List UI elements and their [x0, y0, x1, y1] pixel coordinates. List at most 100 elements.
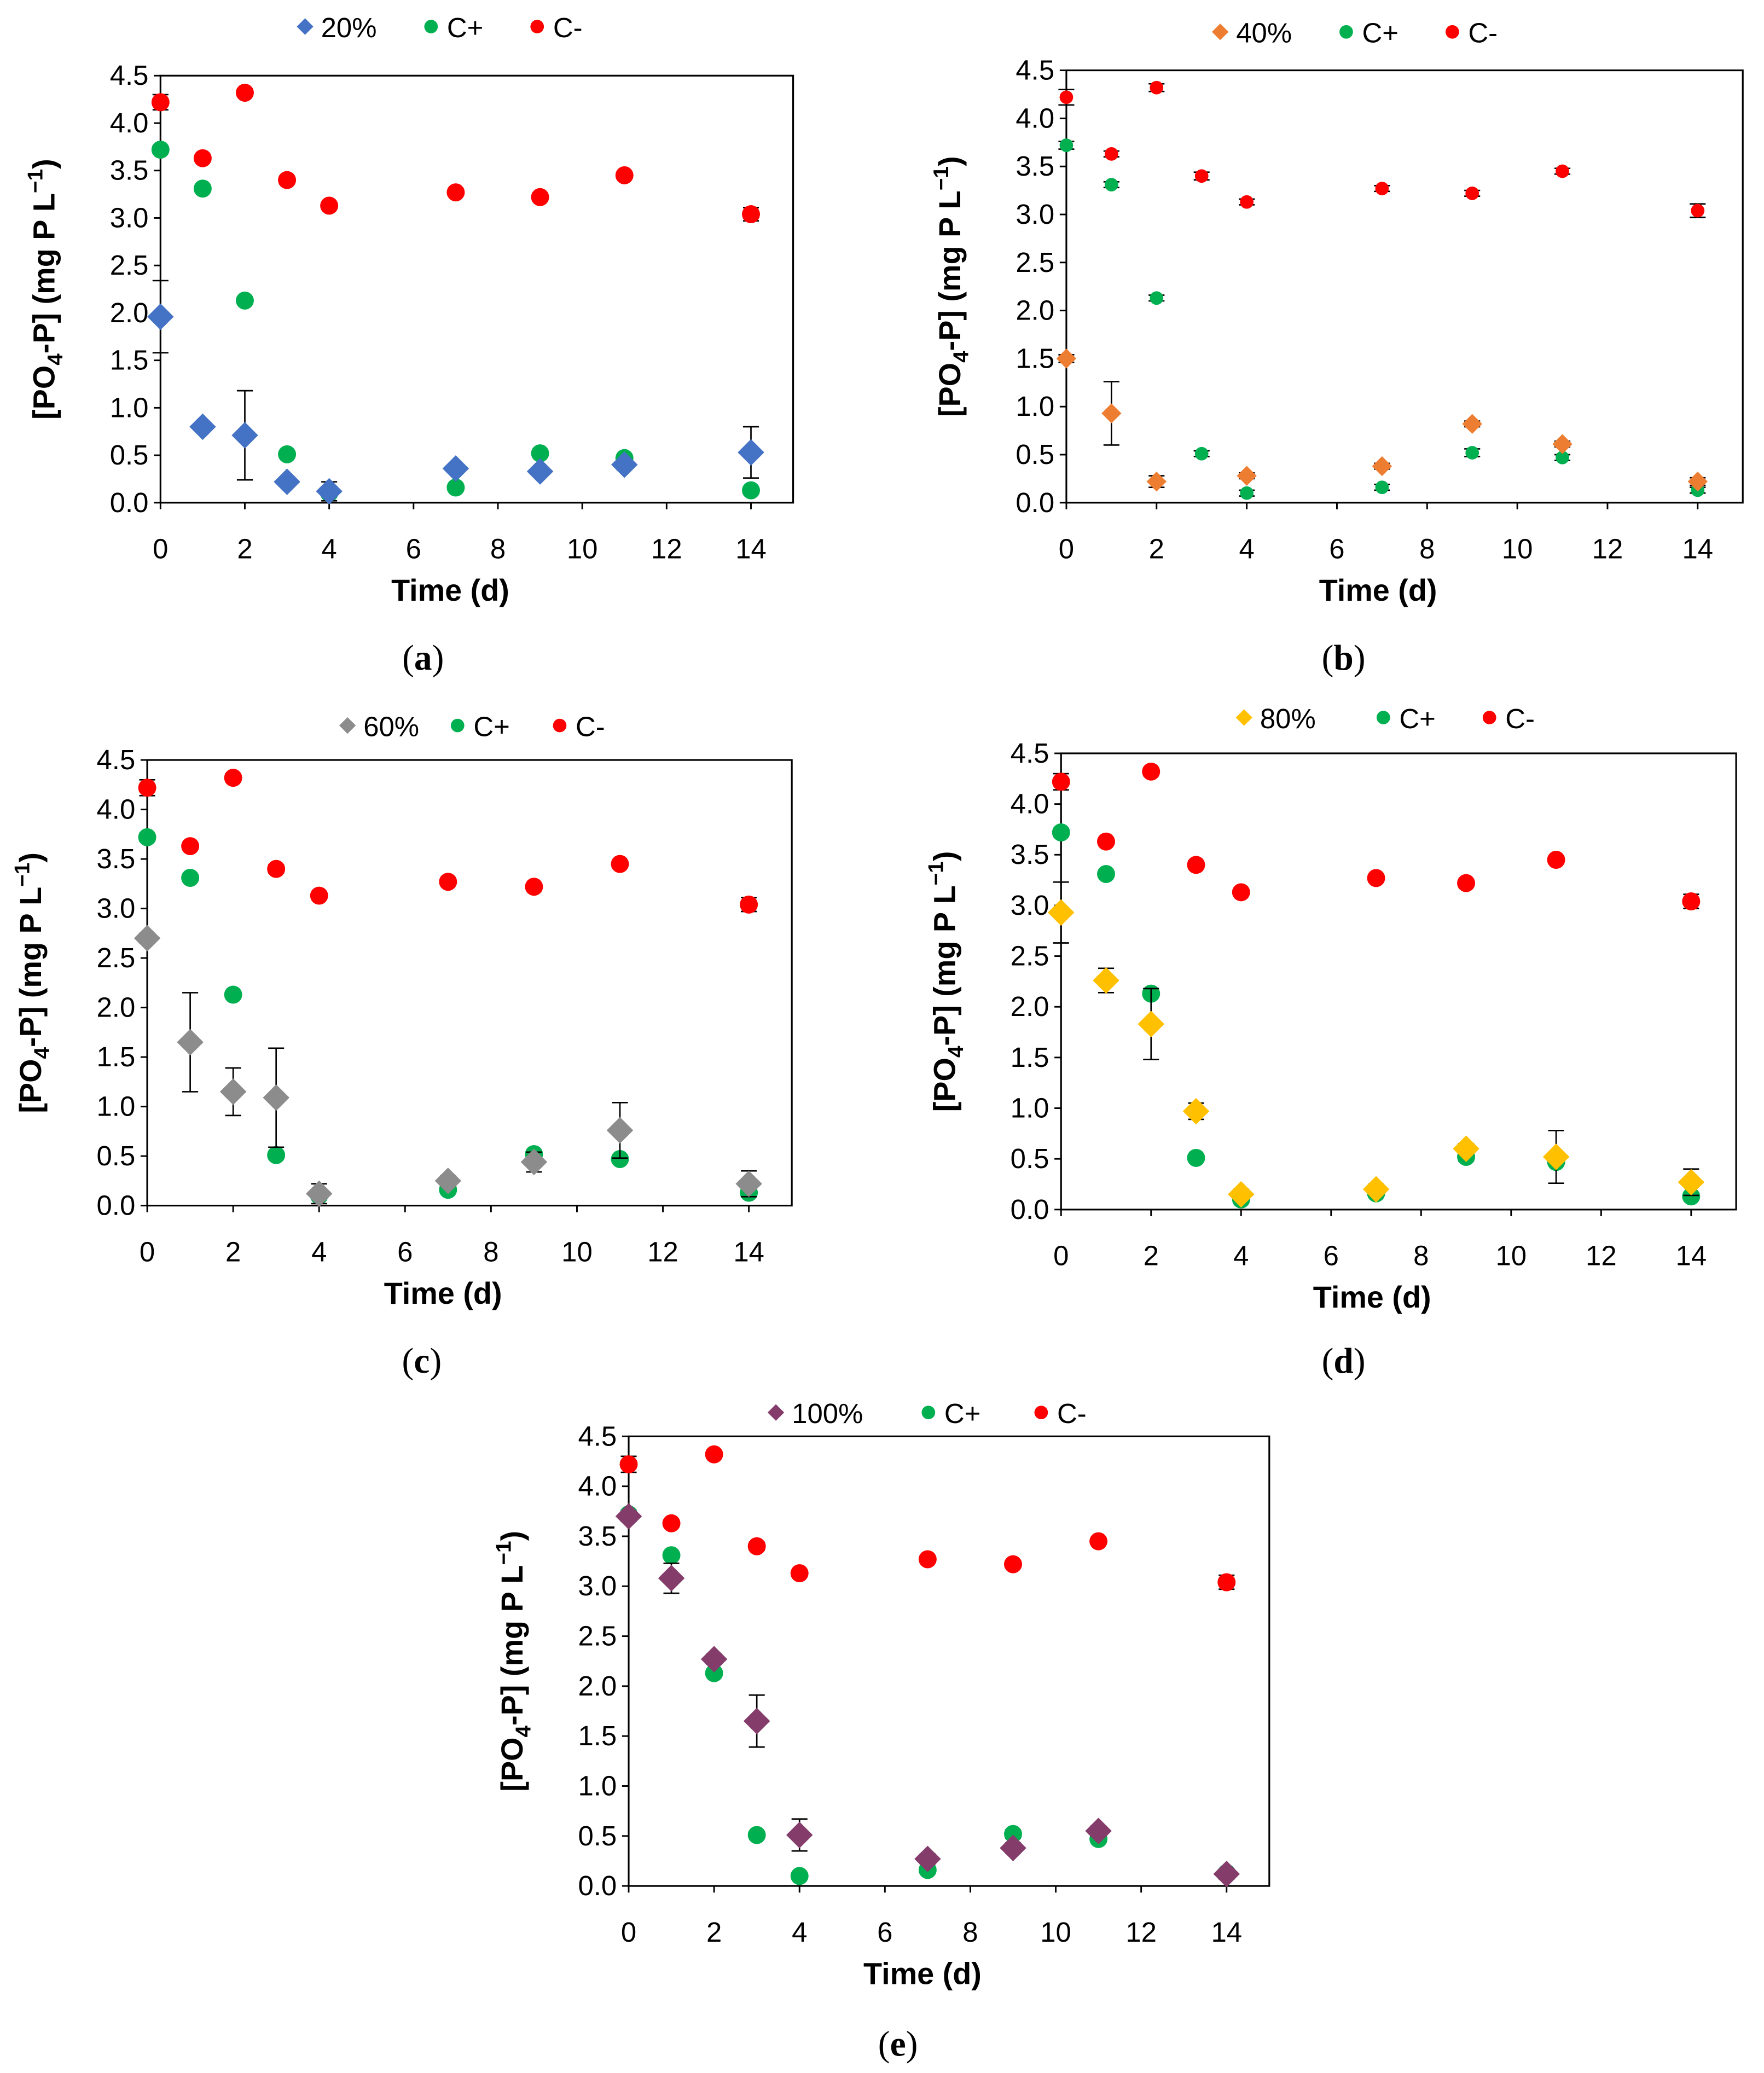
data-point: [740, 895, 758, 914]
x-tick-label: 12: [651, 533, 682, 565]
data-point: [520, 1148, 548, 1176]
data-point: [151, 93, 170, 112]
legend-marker: [553, 718, 567, 733]
x-tick-label: 4: [792, 1917, 807, 1948]
y-tick-label: 2.5: [1016, 247, 1054, 278]
data-point: [263, 1084, 289, 1111]
y-tick-label: 0.5: [1016, 439, 1054, 470]
series-60pct: [134, 925, 762, 1207]
data-point: [700, 1646, 728, 1673]
data-point: [1104, 147, 1118, 161]
legend-label: C-: [1505, 703, 1535, 734]
data-point: [446, 183, 465, 202]
y-tick-label: 2.0: [110, 297, 149, 328]
data-point: [189, 413, 216, 440]
data-point: [224, 769, 242, 787]
y-tick-label: 2.0: [97, 992, 136, 1023]
data-point: [1052, 773, 1070, 791]
x-tick-label: 0: [621, 1917, 636, 1948]
y-tick-label: 2.5: [578, 1621, 617, 1652]
y-tick-label: 3.0: [1011, 890, 1049, 921]
data-point: [1187, 856, 1205, 874]
x-tick-label: 14: [1682, 533, 1713, 565]
y-tick-label: 4.5: [1011, 738, 1049, 769]
data-point: [151, 141, 170, 159]
y-tick-label: 2.5: [97, 942, 136, 973]
y-tick-label: 1.5: [1016, 342, 1054, 374]
data-point: [1213, 1860, 1240, 1888]
legend-label: C+: [473, 711, 509, 742]
legend-label: C+: [1362, 18, 1399, 49]
data-point: [310, 886, 328, 905]
legend-marker: [1376, 711, 1390, 724]
data-point: [434, 1168, 462, 1194]
data-point: [705, 1664, 723, 1682]
chart-panel-d: 0.0 0.5 1.0 1.5 2.0 2.5 3.0 3.5 4.0 4.5 0 2 4 6 8 10 12 1…: [925, 703, 1737, 1381]
data-point: [1678, 1169, 1705, 1196]
data-point: [1375, 182, 1389, 195]
x-axis-label: Time (d): [391, 573, 509, 607]
data-point: [1228, 1181, 1255, 1208]
legend-marker: [767, 1404, 785, 1421]
legend-marker: [1339, 25, 1353, 39]
x-tick-label: 4: [321, 533, 336, 565]
data-point: [790, 1564, 809, 1583]
series-Cplus: [1058, 138, 1706, 500]
x-tick-label: 8: [490, 533, 506, 565]
x-tick-label: 0: [1053, 1240, 1069, 1271]
y-tick-label: 4.0: [97, 794, 136, 825]
data-point: [1240, 195, 1254, 209]
y-tick-label: 1.5: [1011, 1042, 1049, 1073]
legend-marker: [1235, 709, 1252, 726]
x-tick-label: 8: [962, 1917, 978, 1948]
y-axis-label: [PO4-P] (mg P L−1): [10, 852, 54, 1113]
data-point: [1194, 446, 1209, 461]
data-point: [138, 779, 156, 797]
plot-frame: [146, 759, 793, 1207]
y-axis-label: [PO4-P] (mg P L−1): [492, 1531, 535, 1792]
data-point: [193, 179, 212, 198]
legend-marker: [1034, 1406, 1048, 1420]
x-tick-label: 2: [706, 1917, 722, 1948]
data-point: [320, 196, 339, 215]
data-point: [219, 1078, 247, 1105]
data-point: [1462, 414, 1482, 434]
y-tick-label: 0.0: [578, 1870, 617, 1901]
plot-frame: [159, 74, 794, 504]
legend-label: C-: [1057, 1398, 1087, 1429]
data-point: [611, 451, 638, 478]
data-point: [1237, 466, 1257, 486]
y-tick-label: 1.0: [97, 1091, 136, 1122]
x-tick-label: 10: [1040, 1917, 1071, 1948]
y-tick-label: 1.0: [1011, 1093, 1049, 1124]
chart-panel-c: 0.0 0.5 1.0 1.5 2.0 2.5 3.0 3.5 4.0 4.5 0 2 4 6 8 10 12 1…: [10, 711, 793, 1381]
data-point: [1552, 434, 1572, 454]
series-Cminus: [1052, 762, 1701, 910]
y-tick-label: 1.5: [578, 1720, 617, 1751]
data-point: [747, 1826, 766, 1844]
legend-label: 60%: [363, 711, 419, 742]
y-tick-label: 2.5: [1011, 940, 1049, 972]
x-tick-label: 0: [1059, 533, 1074, 565]
data-point: [738, 439, 764, 466]
y-tick-label: 0.5: [578, 1820, 617, 1851]
data-point: [658, 1565, 685, 1592]
x-tick-label: 6: [877, 1917, 892, 1948]
data-point: [235, 84, 254, 102]
x-axis-label: Time (d): [1313, 1280, 1431, 1314]
data-point: [267, 1146, 286, 1164]
data-point: [1375, 480, 1389, 495]
y-tick-label: 2.0: [578, 1670, 617, 1702]
data-point: [1000, 1834, 1026, 1861]
x-tick-label: 10: [1502, 533, 1533, 565]
data-point: [1138, 1011, 1165, 1037]
y-tick-label: 4.5: [1016, 55, 1054, 86]
data-point: [1142, 762, 1160, 781]
data-point: [231, 422, 258, 449]
x-tick-label: 14: [735, 533, 767, 565]
x-axis-label: Time (d): [863, 1956, 982, 1990]
data-point: [1048, 899, 1075, 926]
y-axis-label: [PO4-P] (mg P L−1): [925, 851, 968, 1112]
data-point: [181, 868, 200, 887]
data-point: [1465, 446, 1479, 460]
